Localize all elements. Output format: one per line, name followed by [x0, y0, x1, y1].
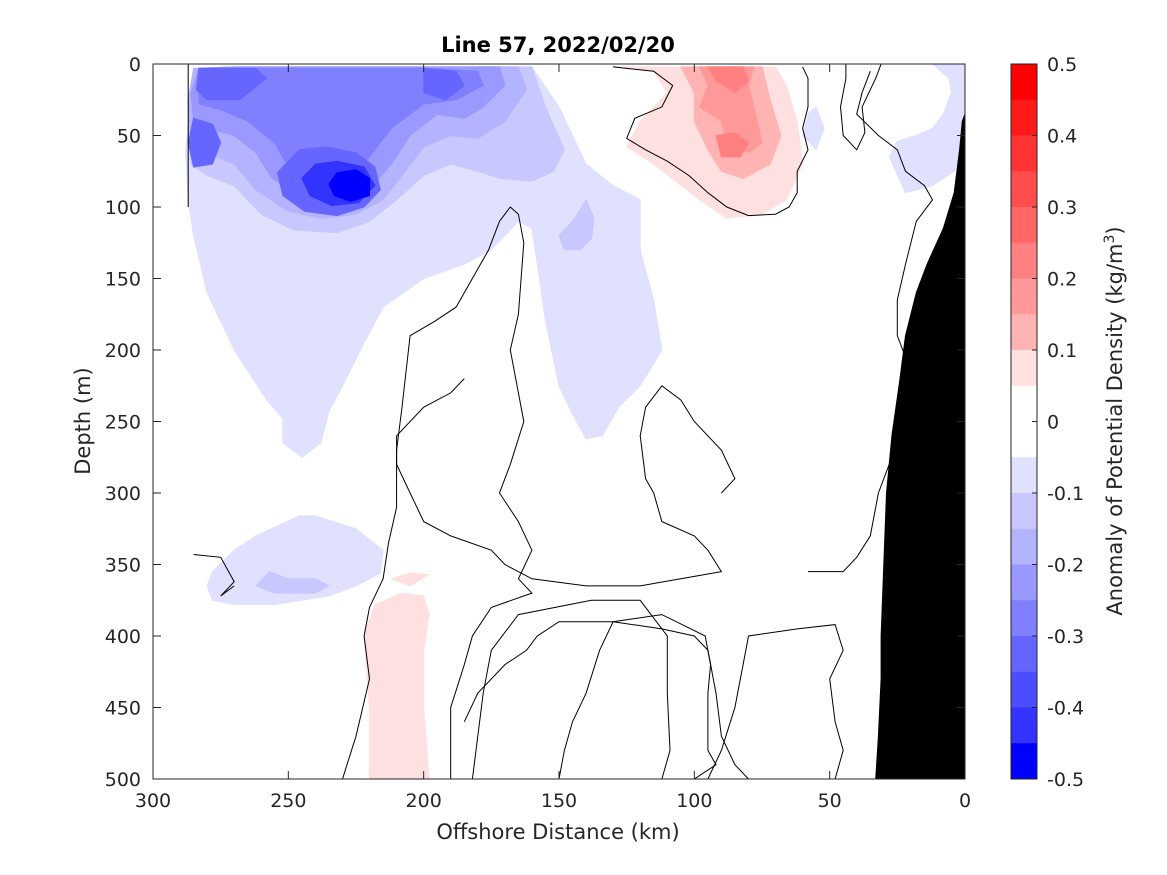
colorbar-step-10	[1011, 421, 1037, 458]
zero-contour-4	[342, 206, 533, 779]
colorbar-tick-label: 0.1	[1047, 340, 1077, 362]
anomaly-region-10	[195, 67, 268, 101]
plot-area: 300 250 200 150 100 50 00501001502002503003504…	[105, 54, 971, 812]
x-tick-label: 0	[959, 790, 971, 812]
seafloor-shelf	[875, 113, 965, 779]
x-tick-label: 200	[406, 790, 442, 812]
anomaly-region-15	[328, 169, 370, 202]
x-tick-label: 300	[135, 790, 171, 812]
x-tick-label: 150	[541, 790, 577, 812]
zero-contour-5	[558, 614, 717, 779]
colorbar-step-2	[1011, 135, 1037, 172]
colorbar-step-4	[1011, 207, 1037, 244]
colorbar-step-15	[1011, 600, 1037, 637]
y-tick-label: 350	[105, 555, 141, 577]
anomaly-region-20	[698, 66, 763, 154]
colorbar-label-superscript: 3	[1102, 235, 1118, 244]
colorbar-label: Anomaly of Potential Density (kg/m3)	[1102, 226, 1127, 615]
colorbar-tick-label: 0.5	[1047, 54, 1077, 76]
x-tick-label: 250	[270, 790, 306, 812]
colorbar-step-5	[1011, 242, 1037, 279]
colorbar-step-1	[1011, 99, 1037, 136]
zero-contour-3	[193, 554, 235, 597]
anomaly-region-5	[558, 198, 595, 251]
colorbar-step-3	[1011, 171, 1037, 208]
zero-contour-7	[396, 378, 736, 587]
y-tick-label: 150	[105, 269, 141, 291]
chart-title: Line 57, 2022/02/20	[441, 33, 675, 57]
colorbar-tick-label: -0.3	[1047, 626, 1084, 648]
zero-contour-6	[471, 599, 671, 779]
colorbar-step-14	[1011, 564, 1037, 601]
colorbar-step-12	[1011, 493, 1037, 530]
y-tick-label: 0	[129, 54, 141, 76]
zero-contour-9	[707, 624, 844, 779]
y-tick-label: 300	[105, 483, 141, 505]
y-axis-label: Depth (m)	[71, 367, 95, 474]
colorbar-step-16	[1011, 636, 1037, 673]
anomaly-region-11	[423, 67, 465, 101]
colorbar-tick-label: 0.3	[1047, 197, 1077, 219]
colorbar-step-11	[1011, 457, 1037, 494]
zero-contour-1	[613, 66, 809, 217]
colorbar-tick-label: 0.2	[1047, 269, 1077, 291]
colorbar-step-9	[1011, 385, 1037, 422]
colorbar-label-text: Anomaly of Potential Density (kg/m	[1103, 244, 1127, 616]
colorbar-step-0	[1011, 64, 1037, 101]
anomaly-region-17	[363, 592, 430, 779]
colorbar-tick-label: -0.5	[1047, 769, 1084, 791]
zero-contour-2	[839, 64, 882, 151]
y-tick-label: 50	[117, 126, 141, 148]
contour-layer	[184, 64, 965, 779]
anomaly-region-1	[206, 515, 384, 605]
anomaly-region-6	[255, 571, 330, 594]
colorbar-tick-label: -0.1	[1047, 483, 1084, 505]
colorbar-step-17	[1011, 671, 1037, 708]
y-tick-label: 400	[105, 626, 141, 648]
y-tick-label: 200	[105, 340, 141, 362]
x-tick-label: 50	[818, 790, 842, 812]
x-tick-label: 100	[676, 790, 712, 812]
y-tick-label: 100	[105, 197, 141, 219]
colorbar: 0.5 0.4 0.3 0.2 0.1 0 -0.1 -0.2 -0.3 -0.4 -0.5	[1010, 54, 1084, 791]
y-tick-label: 250	[105, 412, 141, 434]
y-tick-label: 500	[105, 769, 141, 791]
colorbar-step-7	[1011, 314, 1037, 351]
colorbar-tick-label: -0.4	[1047, 698, 1084, 720]
y-tick-label: 450	[105, 698, 141, 720]
colorbar-tick-label: 0.4	[1047, 126, 1077, 148]
x-axis-label: Offshore Distance (km)	[436, 820, 679, 844]
colorbar-tick-label: 0	[1047, 412, 1059, 434]
zero-contour-10	[463, 621, 749, 779]
anomaly-region-21	[707, 66, 750, 94]
anomaly-region-18	[389, 572, 431, 587]
colorbar-step-19	[1011, 743, 1037, 780]
colorbar-tick-label: -0.2	[1047, 555, 1084, 577]
anomaly-region-22	[715, 132, 750, 158]
anomaly-region-3	[802, 106, 825, 151]
colorbar-label-close: )	[1103, 226, 1127, 234]
colorbar-step-13	[1011, 528, 1037, 565]
colorbar-step-8	[1011, 350, 1037, 387]
colorbar-step-18	[1011, 707, 1037, 744]
colorbar-step-6	[1011, 278, 1037, 315]
zero-contour-8	[808, 71, 934, 573]
